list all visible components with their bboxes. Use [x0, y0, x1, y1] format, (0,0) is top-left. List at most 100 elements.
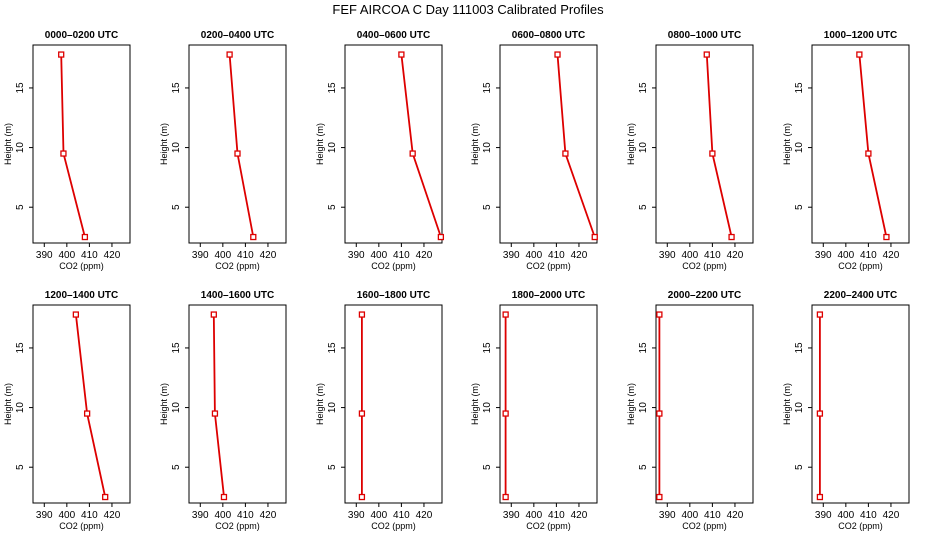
- panel-title: 0600–0800 UTC: [512, 30, 585, 41]
- profile-panel: 2000–2200 UTC 390 400 410 420 5 10 15 CO2 (ppm) H…: [626, 290, 754, 531]
- profile-line: [556, 54, 596, 238]
- y-axis-label: Height (m): [159, 123, 169, 165]
- x-axis-label: CO2 (ppm): [838, 521, 883, 531]
- y-tick-label: 5: [794, 204, 805, 210]
- panel-title: 2200–2400 UTC: [824, 290, 897, 301]
- y-axis-label: Height (m): [315, 383, 325, 425]
- y-tick-label: 5: [482, 204, 493, 210]
- panel-title: 1400–1600 UTC: [201, 290, 274, 301]
- panel-title: 1600–1800 UTC: [357, 290, 430, 301]
- data-point: [591, 233, 598, 241]
- data-point: [226, 51, 233, 58]
- y-tick-label: 15: [327, 342, 338, 354]
- y-tick-label: 5: [171, 464, 182, 470]
- profile-panel: 1800–2000 UTC 390 400 410 420 5 10 15 CO2 (ppm) H…: [470, 290, 598, 531]
- panel-title: 1800–2000 UTC: [512, 290, 585, 301]
- y-axis-label: Height (m): [3, 123, 13, 165]
- x-tick-label: 410: [704, 250, 721, 261]
- data-point: [211, 410, 219, 417]
- y-tick-label: 5: [15, 204, 26, 210]
- x-tick-label: 400: [837, 250, 854, 261]
- data-point: [358, 410, 366, 417]
- data-point: [656, 410, 663, 417]
- plot-frame: [188, 304, 287, 504]
- data-point: [72, 311, 80, 318]
- y-axis-label: Height (m): [470, 123, 480, 165]
- y-tick-label: 10: [327, 402, 338, 414]
- y-axis-label: Height (m): [626, 383, 636, 425]
- x-tick-label: 390: [815, 510, 832, 521]
- x-axis-label: CO2 (ppm): [682, 521, 727, 531]
- y-tick-label: 10: [15, 402, 26, 414]
- y-tick-label: 15: [638, 82, 649, 94]
- data-point: [554, 51, 561, 58]
- plot-frame: [811, 304, 910, 504]
- profile-line: [75, 314, 107, 498]
- x-tick-label: 420: [104, 250, 121, 261]
- x-tick-label: 420: [260, 250, 277, 261]
- figure-title: FEF AIRCOA C Day 111003 Calibrated Profi…: [332, 2, 604, 17]
- data-point: [502, 410, 509, 417]
- x-axis-label: CO2 (ppm): [371, 521, 416, 531]
- profile-panel: 1400–1600 UTC 390 400 410 420 5 10 15 CO2 (ppm) H…: [159, 290, 287, 531]
- data-point: [502, 311, 509, 318]
- x-tick-label: 390: [348, 250, 365, 261]
- x-tick-label: 390: [659, 250, 676, 261]
- x-tick-label: 400: [681, 510, 698, 521]
- y-tick-label: 15: [794, 82, 805, 94]
- x-tick-label: 420: [727, 510, 744, 521]
- data-point: [83, 410, 91, 417]
- y-axis-label: Height (m): [3, 383, 13, 425]
- plot-frame: [811, 44, 910, 244]
- x-tick-label: 400: [837, 510, 854, 521]
- data-point: [816, 311, 824, 318]
- x-tick-label: 390: [36, 510, 53, 521]
- y-tick-label: 5: [794, 464, 805, 470]
- panel-title: 1000–1200 UTC: [824, 30, 897, 41]
- panel-title: 0000–0200 UTC: [45, 30, 118, 41]
- data-point: [250, 233, 257, 241]
- plot-frame: [655, 304, 754, 504]
- y-tick-label: 15: [482, 342, 493, 354]
- data-point: [816, 493, 824, 501]
- plot-frame: [344, 44, 443, 244]
- y-tick-label: 5: [638, 204, 649, 210]
- data-point: [856, 51, 863, 58]
- panel-title: 2000–2200 UTC: [668, 290, 741, 301]
- profile-panel: 0600–0800 UTC 390 400 410 420 5 10 15 CO2 (ppm) H…: [470, 30, 598, 271]
- profile-panel: 0000–0200 UTC 390 400 410 420 5 10 15 CO2 (ppm) H…: [3, 30, 131, 271]
- y-axis-label: Height (m): [470, 383, 480, 425]
- plot-frame: [655, 44, 754, 244]
- y-axis-label: Height (m): [782, 123, 792, 165]
- data-point: [562, 150, 569, 157]
- plot-frame: [32, 44, 131, 244]
- x-tick-label: 390: [659, 510, 676, 521]
- x-axis-label: CO2 (ppm): [215, 521, 260, 531]
- data-point: [656, 311, 663, 318]
- x-tick-label: 420: [883, 510, 900, 521]
- x-tick-label: 390: [36, 250, 53, 261]
- y-tick-label: 15: [482, 82, 493, 94]
- profile-panel: 2200–2400 UTC 390 400 410 420 5 10 15 CO2 (ppm) H…: [782, 290, 910, 531]
- y-tick-label: 5: [638, 464, 649, 470]
- profile-line: [858, 54, 888, 238]
- x-axis-label: CO2 (ppm): [526, 261, 571, 271]
- y-axis-label: Height (m): [315, 123, 325, 165]
- data-point: [437, 233, 445, 241]
- y-tick-label: 10: [794, 142, 805, 154]
- y-tick-label: 15: [794, 342, 805, 354]
- x-tick-label: 410: [393, 510, 410, 521]
- x-tick-label: 420: [416, 250, 433, 261]
- data-point: [358, 311, 366, 318]
- data-point: [234, 150, 241, 157]
- panel-title: 0800–1000 UTC: [668, 30, 741, 41]
- x-tick-label: 410: [704, 510, 721, 521]
- x-tick-label: 390: [815, 250, 832, 261]
- x-tick-label: 400: [58, 510, 75, 521]
- y-tick-label: 10: [171, 142, 182, 154]
- panel-title: 1200–1400 UTC: [45, 290, 118, 301]
- x-tick-label: 390: [348, 510, 365, 521]
- profile-line: [400, 54, 442, 238]
- x-axis-label: CO2 (ppm): [838, 261, 883, 271]
- y-tick-label: 10: [638, 402, 649, 414]
